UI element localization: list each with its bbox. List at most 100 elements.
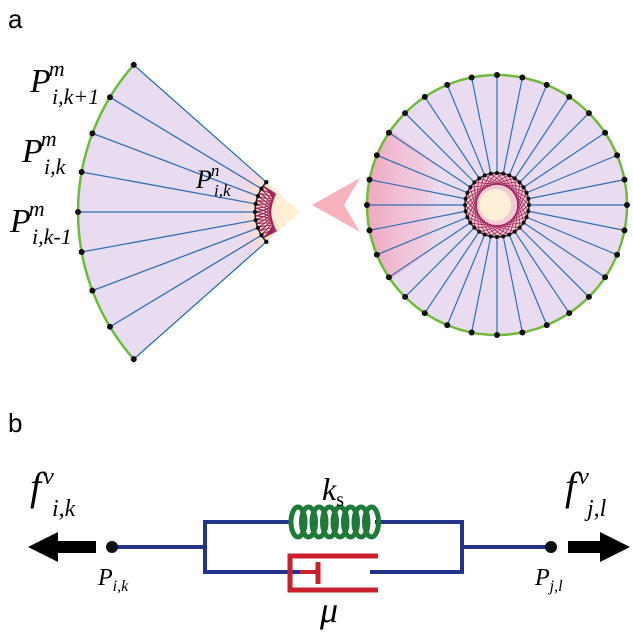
spoke <box>528 210 625 231</box>
node <box>527 203 531 207</box>
node <box>264 179 269 185</box>
node <box>373 251 380 258</box>
node <box>521 220 526 225</box>
node <box>566 93 573 100</box>
node <box>495 235 499 239</box>
node <box>545 541 557 553</box>
spring-coil <box>299 504 318 540</box>
spring-coil <box>330 504 350 540</box>
node <box>517 180 522 185</box>
spoke <box>109 234 262 328</box>
node <box>366 176 373 183</box>
node <box>366 227 373 234</box>
spoke <box>526 154 618 194</box>
core-light <box>479 189 511 221</box>
node <box>255 225 261 231</box>
node <box>494 72 500 78</box>
node <box>526 196 531 201</box>
node <box>259 233 264 238</box>
mesh <box>260 185 277 196</box>
node <box>253 217 258 223</box>
node <box>402 110 409 117</box>
point-label: Pn i,k <box>195 161 231 200</box>
spoke <box>404 112 475 183</box>
node <box>602 274 609 281</box>
apex-glow <box>225 162 300 262</box>
node <box>488 171 493 176</box>
node <box>519 329 526 336</box>
node <box>264 239 269 245</box>
node <box>465 190 470 195</box>
node <box>495 171 499 175</box>
spring-label: ks <box>322 471 344 511</box>
spoke <box>133 241 267 360</box>
drawing <box>28 61 630 593</box>
mesh <box>255 196 272 221</box>
spoke <box>471 236 492 333</box>
node <box>463 203 467 207</box>
mesh <box>254 211 273 235</box>
node <box>402 293 409 300</box>
node <box>517 225 522 230</box>
node <box>255 193 261 199</box>
force-arrow <box>28 532 96 562</box>
node <box>519 74 526 81</box>
node <box>89 130 96 137</box>
spring-coil <box>351 504 371 540</box>
mesh <box>255 203 272 228</box>
point-label: Pm i,k+1 <box>29 56 99 109</box>
spring-coil <box>362 504 381 540</box>
damper-cylinder <box>287 553 378 593</box>
spoke <box>508 234 548 326</box>
mesh <box>254 189 273 213</box>
mesh <box>255 192 272 217</box>
spring-coil <box>320 504 339 540</box>
point-label: Pj,l <box>534 565 563 595</box>
spoke <box>133 64 267 183</box>
spoke <box>526 216 618 256</box>
spoke <box>388 132 471 188</box>
node <box>507 173 512 178</box>
node <box>130 61 137 68</box>
spoke <box>376 216 468 256</box>
force-arrow <box>568 532 630 562</box>
chevron <box>312 178 360 232</box>
spoke <box>81 171 256 205</box>
node <box>385 129 392 136</box>
node <box>106 323 113 330</box>
node <box>106 541 118 553</box>
node <box>421 93 428 100</box>
node <box>501 171 506 176</box>
node <box>468 329 475 336</box>
node <box>543 322 550 329</box>
panel-label: b <box>8 408 22 438</box>
spoke <box>92 132 259 197</box>
node <box>512 229 517 234</box>
node <box>421 310 428 317</box>
node <box>585 110 592 117</box>
spoke <box>519 112 590 183</box>
node <box>385 274 392 281</box>
node <box>472 180 477 185</box>
node <box>130 356 137 363</box>
spoke <box>446 234 486 326</box>
spoke <box>446 84 486 176</box>
spoke <box>388 222 471 278</box>
spring-coil <box>341 504 360 540</box>
spoke <box>81 219 256 253</box>
force-label: fv i,k <box>30 464 76 522</box>
spring-coil <box>309 504 329 540</box>
node <box>621 227 628 234</box>
node <box>252 209 258 215</box>
mesh <box>256 199 272 225</box>
mesh <box>255 207 272 232</box>
force-label: fv j,l <box>565 464 607 522</box>
node <box>614 152 621 159</box>
spoke <box>502 77 523 174</box>
spoke <box>369 179 466 200</box>
node <box>75 209 81 215</box>
node <box>468 185 473 190</box>
spoke <box>376 154 468 194</box>
point-label: Pm i,k <box>21 126 67 179</box>
node <box>524 190 529 195</box>
